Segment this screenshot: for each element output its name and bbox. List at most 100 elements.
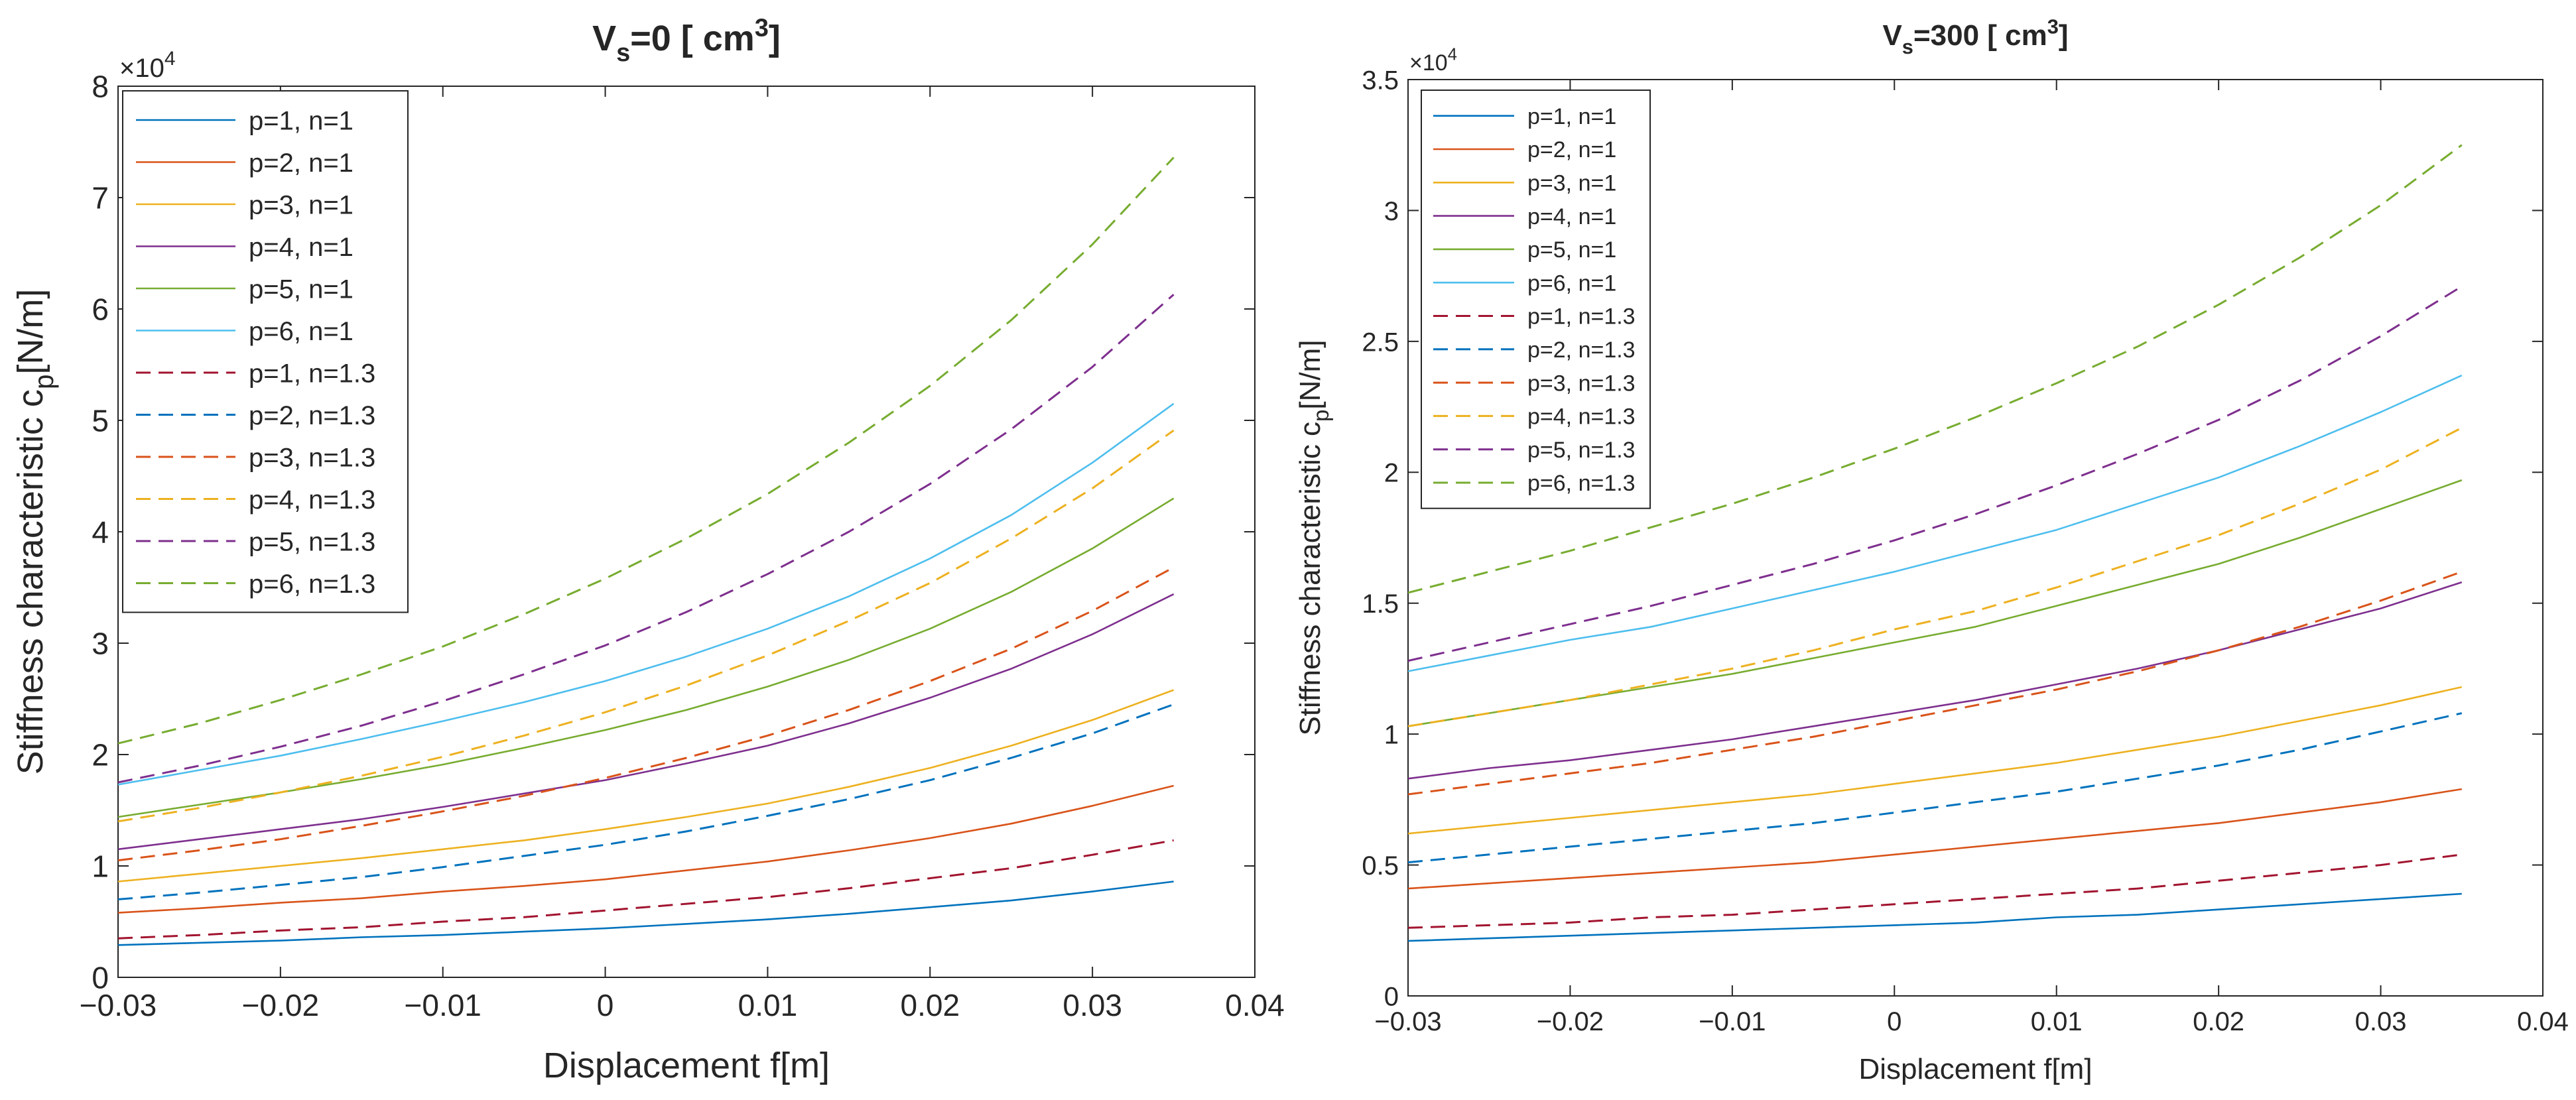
x-tick-label: −0.02	[1537, 1007, 1604, 1036]
y-exponent-base: ×10	[119, 54, 164, 83]
y-tick-label: 2.5	[1362, 328, 1399, 357]
legend-label: p=6, n=1.3	[249, 570, 375, 599]
x-tick-label: −0.01	[1699, 1007, 1766, 1036]
x-tick-label: −0.03	[80, 988, 157, 1022]
legend: p=1, n=1 p=2, n=1 p=3, n=1 p=4, n=1 p=5, n=1…	[122, 90, 409, 613]
y-exponent-base: ×10	[1409, 50, 1448, 76]
series-line-p-5-n-1-3	[117, 294, 1175, 784]
series-line-p-5-n-1	[117, 497, 1175, 818]
title-sup: 3	[2047, 15, 2059, 38]
legend-label: p=1, n=1.3	[249, 359, 375, 388]
y-exponent-label: ×104	[1409, 46, 1457, 76]
y-tick-label: 1	[1384, 721, 1399, 750]
x-tick-label: −0.02	[242, 988, 319, 1022]
ylabel-sub: p	[1309, 410, 1333, 422]
legend-label: p=4, n=1	[249, 233, 354, 262]
y-tick-label: 7	[92, 181, 109, 215]
title-sub: s	[1902, 35, 1913, 58]
legend-label: p=6, n=1.3	[1527, 471, 1636, 496]
series-line-p-2-n-1	[117, 784, 1174, 914]
series-line-p-3-n-1	[1407, 686, 2463, 835]
y-axis-label: Stiffness characteristic cp[N/m]	[11, 289, 59, 775]
series-line-p-2-n-1-3	[1407, 712, 2463, 864]
ylabel-main: Stiffness characteristic c	[11, 389, 50, 774]
title-mid: =300 [ cm	[1913, 19, 2047, 52]
x-tick-label: 0.01	[2031, 1007, 2083, 1036]
chart-title: Vs=300 [ cm3]	[1882, 15, 2068, 58]
x-tick-label: 0.04	[2517, 1007, 2569, 1036]
x-tick-label: −0.03	[1374, 1007, 1441, 1036]
legend-label: p=3, n=1.3	[1527, 371, 1636, 396]
legend-box	[1421, 90, 1651, 509]
legend-label: p=2, n=1	[1527, 137, 1616, 162]
legend-label: p=4, n=1.3	[1527, 404, 1636, 430]
x-tick-label: 0.02	[901, 988, 960, 1022]
series-line-p-2-n-1-3	[117, 703, 1175, 900]
title-sup: 3	[755, 14, 769, 42]
y-tick-label: 2	[92, 738, 109, 772]
chart-title: Vs=0 [ cm3]	[592, 14, 781, 67]
chart-2: −0.03 −0.02 −0.01 0 0.01 0.02 0.03 0.04 0 0.5 1 1.5…	[1294, 15, 2569, 1085]
y-tick-label: 0	[1384, 982, 1399, 1011]
title-mid: =0 [ cm	[630, 19, 755, 58]
x-tick-label: 0.03	[2355, 1007, 2407, 1036]
y-exponent-power: 4	[1448, 46, 1457, 64]
series-line-p-5-n-1-3	[1407, 285, 2463, 662]
title-end: ]	[2059, 19, 2069, 52]
title-main: V	[1882, 19, 1902, 52]
series-line-p-4-n-1-3	[1407, 426, 2463, 727]
series-line-p-3-n-1	[117, 689, 1175, 883]
y-tick-label: 1.5	[1362, 589, 1399, 619]
y-tick-label: 5	[92, 404, 109, 438]
series-line-p-2-n-1	[1407, 788, 2463, 890]
legend-label: p=2, n=1.3	[1527, 337, 1636, 363]
ylabel-sub: p	[29, 375, 59, 390]
y-tick-label: 3	[1384, 197, 1399, 226]
legend-label: p=5, n=1.3	[249, 527, 375, 556]
y-tick-label: 2	[1384, 459, 1399, 488]
legend-label: p=2, n=1	[249, 149, 354, 178]
series-line-p-6-n-1	[1407, 375, 2463, 672]
legend-label: p=1, n=1.3	[1527, 304, 1636, 330]
legend-label: p=3, n=1.3	[249, 443, 375, 472]
series-line-p-1-n-1-3	[117, 839, 1174, 940]
legend-label: p=3, n=1	[1527, 171, 1616, 196]
legend-label: p=5, n=1	[1527, 237, 1616, 263]
x-tick-label: −0.01	[405, 988, 482, 1022]
y-exponent-power: 4	[164, 48, 176, 70]
y-axis-label: Stiffness characteristic cp[N/m]	[1294, 339, 1333, 735]
legend-label: p=3, n=1	[249, 190, 354, 219]
title-main: V	[592, 19, 616, 58]
y-tick-label: 0.5	[1362, 851, 1399, 881]
series-line-p-3-n-1-3	[117, 566, 1175, 862]
y-tick-label: 6	[92, 292, 109, 327]
series-line-p-5-n-1	[1407, 479, 2463, 727]
legend-label: p=6, n=1	[249, 317, 354, 346]
ylabel-end: [N/m]	[1294, 339, 1326, 409]
series-line-p-4-n-1	[117, 593, 1175, 851]
legend-label: p=2, n=1.3	[249, 401, 375, 430]
x-axis-label: Displacement f[m]	[543, 1046, 830, 1085]
legend-label: p=6, n=1	[1527, 271, 1616, 296]
series-line-p-4-n-1	[1407, 581, 2463, 780]
series-line-p-6-n-1-3	[1407, 144, 2463, 594]
x-tick-label: 0.03	[1063, 988, 1122, 1022]
title-sub: s	[616, 39, 630, 67]
x-tick-label: 0	[1887, 1007, 1901, 1036]
legend: p=1, n=1 p=2, n=1 p=3, n=1 p=4, n=1 p=5, n=1…	[1421, 90, 1651, 509]
y-tick-label: 8	[92, 70, 109, 104]
legend-label: p=4, n=1	[1527, 204, 1616, 229]
legend-box	[122, 90, 409, 613]
x-tick-label: 0.01	[738, 988, 798, 1022]
series-line-p-1-n-1-3	[1407, 853, 2462, 929]
x-tick-label: 0.04	[1225, 988, 1285, 1022]
series-line-p-1-n-1	[117, 881, 1174, 946]
title-end: ]	[769, 19, 781, 58]
x-tick-label: 0	[597, 988, 614, 1022]
ylabel-main: Stiffness characteristic c	[1294, 422, 1326, 736]
y-tick-label: 1	[92, 849, 109, 884]
legend-label: p=5, n=1	[249, 275, 354, 304]
ylabel-end: [N/m]	[11, 289, 50, 375]
y-exponent-label: ×104	[119, 48, 176, 83]
